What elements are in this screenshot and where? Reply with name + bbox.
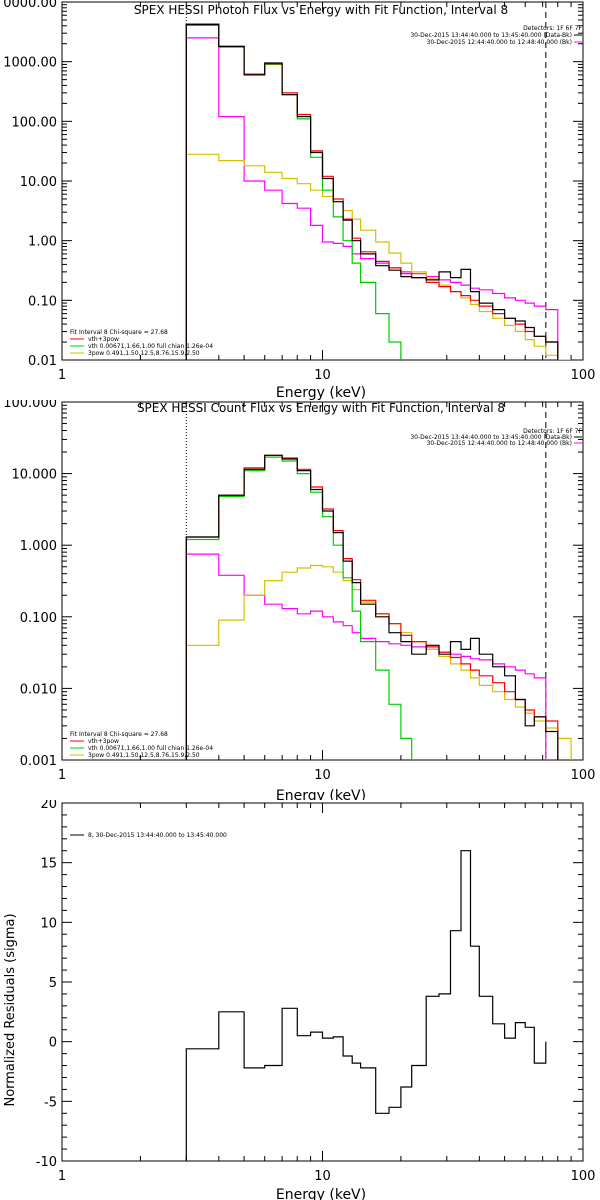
y-tick-label: 20 xyxy=(40,800,57,812)
photon-flux-chart: SPEX HESSI Photon Flux vs Energy with Fi… xyxy=(3,0,595,400)
y-tick-label: 0.10 xyxy=(28,294,57,309)
plot-frame xyxy=(61,401,584,761)
y-tick-label: 100.000 xyxy=(3,400,57,411)
legend-entry: 8, 30-Dec-2015 13:44:40.000 to 13:45:40.… xyxy=(88,832,227,839)
x-axis-label: Energy (keV) xyxy=(276,1187,366,1200)
legend-fit-interval: Fit Interval 8 Chi-square = 27.68 xyxy=(70,329,168,336)
legend-vth-3pow: vth+3pow xyxy=(88,738,119,745)
legend-3pow: 3pow 0.491,1.50,12.5,8.76,15.9,2.50 xyxy=(88,752,200,759)
y-tick-label: 0000.00 xyxy=(3,0,57,11)
legend-vth-3pow: vth+3pow xyxy=(88,336,119,343)
series-vth xyxy=(185,23,559,360)
y-tick-label: 10.00 xyxy=(20,175,57,190)
series-vth xyxy=(185,456,559,760)
axis-ticks: 1 10 100 -10 -5 0 5 10 15 20 xyxy=(36,800,596,1184)
x-tick-label: 10 xyxy=(314,368,331,383)
series-8-30-dec-2015-13-44-40-000-to-13-45-40-000 xyxy=(185,850,547,1161)
legend-bk-line: 30-Dec-2015 12:44:40.000 to 12:48:40.000… xyxy=(427,39,572,46)
series-data-bk xyxy=(185,454,559,760)
residuals-chart: Normalized Residuals (sigma) Energy (keV… xyxy=(3,800,596,1200)
y-tick-label: 0.010 xyxy=(20,682,57,697)
x-tick-label: 100 xyxy=(571,1169,596,1184)
x-tick-label: 100 xyxy=(571,768,596,783)
y-tick-label: 0 xyxy=(49,1036,57,1051)
y-tick-label: 1000.00 xyxy=(3,56,57,71)
series-3pow xyxy=(185,153,572,360)
series-lines xyxy=(70,834,547,1161)
x-tick-label: 10 xyxy=(314,1169,331,1184)
x-tick-label: 1 xyxy=(58,1169,66,1184)
chart-title: SPEX HESSI Photon Flux vs Energy with Fi… xyxy=(134,3,508,17)
legend-detectors: Detectors: 1F 6F 7F xyxy=(523,25,582,32)
y-tick-label: 15 xyxy=(40,857,57,872)
y-tick-label: -10 xyxy=(36,1155,57,1170)
axis-ticks: 1 10 100 0.01 0.10 1.00 10.00 100.00 1000.00 0000… xyxy=(3,0,595,383)
y-tick-label: 10.000 xyxy=(12,468,58,483)
series-vth-3pow xyxy=(185,454,559,760)
legend-vth: vth 0.00671,1.66,1.00 full chian 1.26e-0… xyxy=(88,745,213,752)
series-data-bk xyxy=(185,23,559,360)
y-tick-label: 10 xyxy=(40,916,57,931)
x-axis-label: Energy (keV) xyxy=(276,788,366,800)
y-tick-label: 1.00 xyxy=(28,235,57,250)
plot-frame xyxy=(61,802,584,1162)
x-tick-label: 1 xyxy=(58,768,66,783)
count-flux-chart: SPEX HESSI Count Flux vs Energy with Fit… xyxy=(3,400,595,800)
legend-vth: vth 0.00671,1.66,1.00 full chian 1.26e-0… xyxy=(88,343,213,350)
y-tick-label: 0.01 xyxy=(28,354,57,369)
x-tick-label: 100 xyxy=(571,368,596,383)
x-tick-label: 10 xyxy=(314,768,331,783)
series-lines xyxy=(70,402,582,760)
legend-detectors: Detectors: 1F 6F 7F xyxy=(523,428,582,435)
legend-bk-line: 30-Dec-2015 12:44:40.000 to 12:48:40.000… xyxy=(427,440,572,447)
y-tick-label: -5 xyxy=(44,1095,57,1110)
axis-ticks: 1 10 100 0.001 0.010 0.100 1.000 10.000 100.000 xyxy=(3,400,595,783)
y-tick-label: 1.000 xyxy=(20,539,57,554)
legend-data-line: 30-Dec-2015 13:44:40.000 to 13:45:40.000… xyxy=(410,32,572,39)
legend-fit-interval: Fit Interval 8 Chi-square = 27.68 xyxy=(70,731,168,738)
y-tick-label: 5 xyxy=(49,976,57,991)
y-tick-label: 0.100 xyxy=(20,611,57,626)
y-tick-label: 100.00 xyxy=(12,115,58,130)
series-bk xyxy=(185,37,559,360)
x-tick-label: 1 xyxy=(58,368,66,383)
series-lines xyxy=(70,2,582,360)
x-axis-label: Energy (keV) xyxy=(276,385,366,400)
legend-3pow: 3pow 0.491,1.50,12.5,8.76,15.9,2.50 xyxy=(88,350,200,357)
y-axis-label: Normalized Residuals (sigma) xyxy=(3,913,18,1106)
legend-data-line: 30-Dec-2015 13:44:40.000 to 13:45:40.000… xyxy=(410,434,572,441)
series-3pow xyxy=(185,564,572,760)
y-tick-label: 0.001 xyxy=(20,754,57,769)
chart-title: SPEX HESSI Count Flux vs Energy with Fit… xyxy=(137,401,505,415)
series-bk xyxy=(185,553,559,760)
